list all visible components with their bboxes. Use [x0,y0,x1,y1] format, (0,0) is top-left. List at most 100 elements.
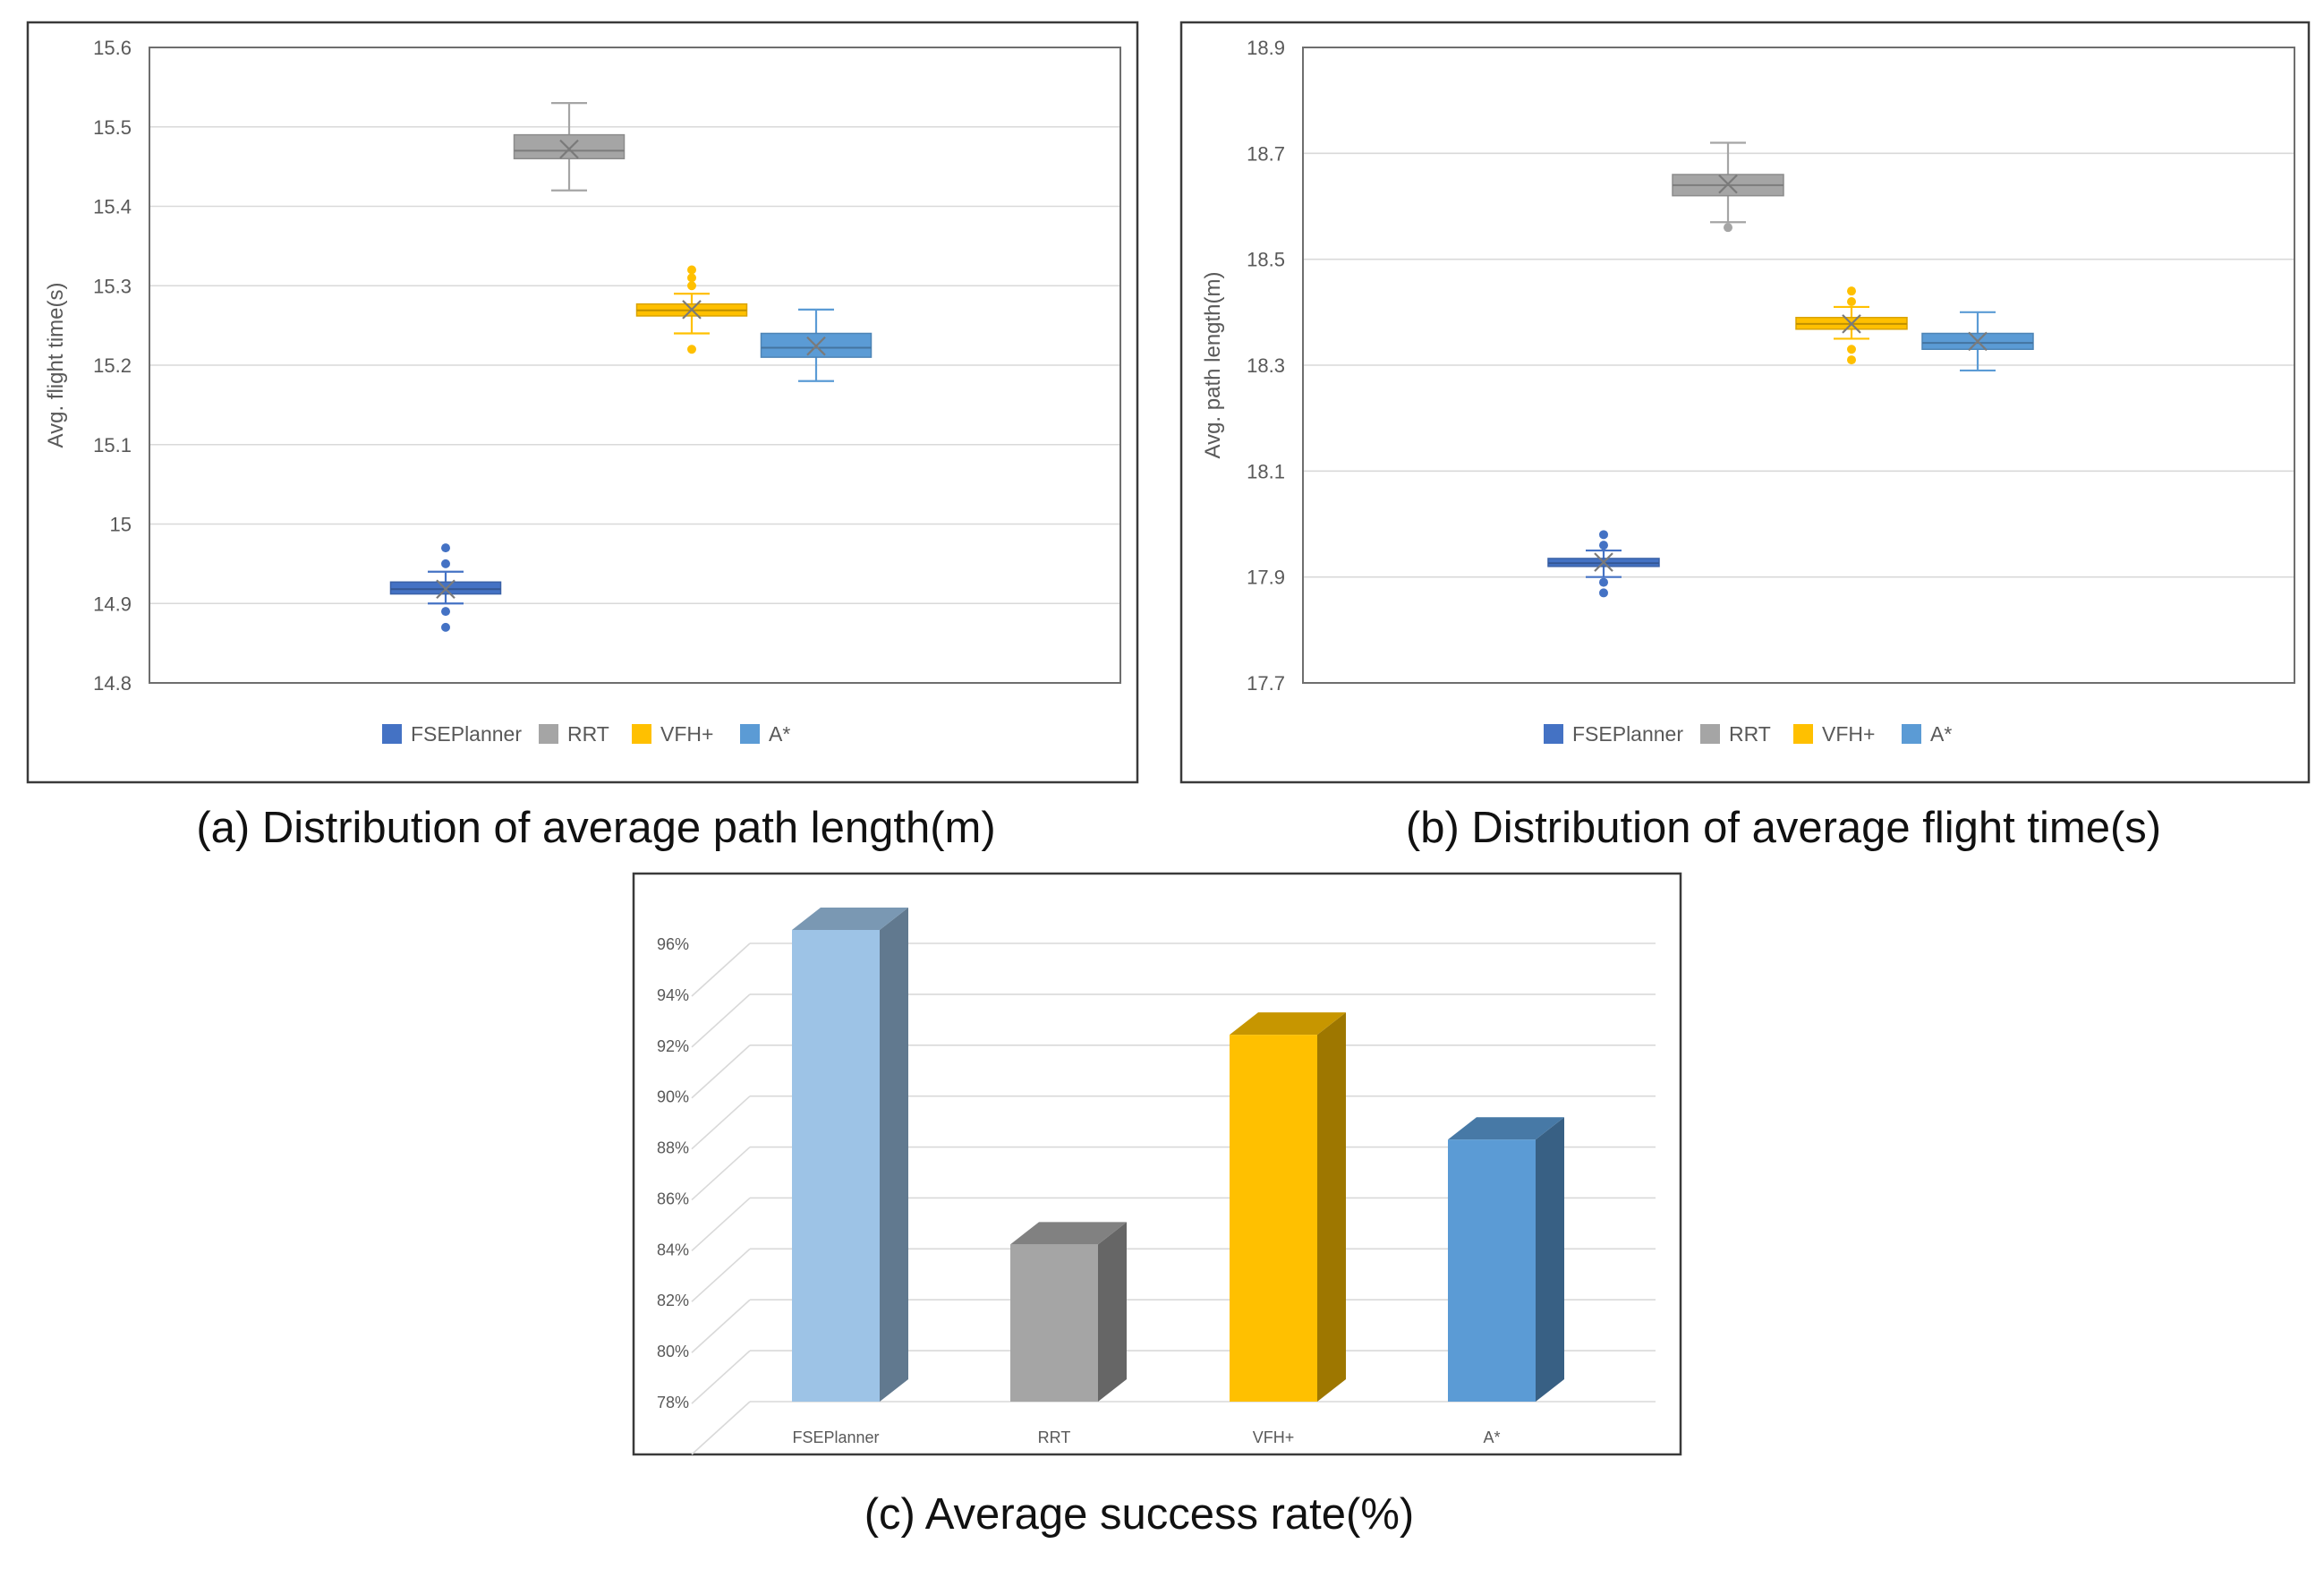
legend-swatch [1544,724,1563,744]
gridline-depth [691,1197,751,1252]
gridline-depth [691,1401,751,1455]
category-label: FSEPlanner [792,1428,879,1446]
bar-a [1448,1117,1564,1402]
bar-front-face [1448,1139,1536,1402]
y-tick-label: 82% [657,1292,689,1309]
outlier-point [1599,541,1608,550]
legend-label: A* [1930,722,1952,746]
mean-marker [682,300,702,320]
y-tick-label: 90% [657,1088,689,1106]
legend-label: FSEPlanner [411,722,522,746]
box-vfh [1795,286,1908,365]
box-a [1921,311,2034,372]
y-tick-label: 15.1 [93,434,132,456]
legend-swatch [1700,724,1720,744]
bar-top-face [1010,1222,1127,1245]
legend-swatch [632,724,651,744]
outlier-point [1599,530,1608,540]
legend-swatch [1793,724,1813,744]
mean-marker [1718,174,1738,194]
outlier-point [1847,355,1856,365]
chart-a-caption: (a) Distribution of average path length(… [196,804,995,852]
y-tick-label: 80% [657,1343,689,1360]
legend-label: FSEPlanner [1572,722,1683,746]
chart-a-legend: FSEPlanner RRT VFH+ A* [382,722,790,746]
bar-side-face [880,908,908,1402]
gridline-depth [691,1045,751,1099]
bar-front-face [1010,1244,1098,1402]
legend-swatch [539,724,558,744]
y-tick-label: 94% [657,986,689,1004]
outlier-point [1847,286,1856,296]
chart-c-y-ticks: 78% 80% 82% 84% 86% 88% 90% 92% 94% 96% [657,935,689,1411]
legend-label: RRT [567,722,609,746]
chart-b-caption: (b) Distribution of average flight time(… [1406,804,2161,852]
y-tick-label: 14.8 [93,672,132,695]
legend-label: RRT [1729,722,1771,746]
legend-swatch [740,724,760,744]
outlier-point [687,265,696,275]
outlier-point [441,559,450,568]
outlier-point [1847,297,1856,306]
category-label: A* [1483,1428,1500,1446]
chart-c-bars [792,908,1564,1402]
legend-label: A* [769,722,790,746]
chart-a-y-axis-title: Avg. flight time(s) [44,283,68,448]
gridline-depth [691,1299,751,1353]
outlier-point [441,607,450,617]
y-tick-label: 15.2 [93,354,132,377]
y-tick-label: 18.5 [1247,249,1285,271]
outlier-point [1847,345,1856,354]
bar-top-face [1230,1012,1346,1036]
y-tick-label: 14.9 [93,593,132,615]
box-vfh [635,265,748,354]
y-tick-label: 88% [657,1139,689,1157]
mean-marker [1594,552,1613,572]
box-fseplanner [389,543,502,632]
y-tick-label: 15.6 [93,37,132,59]
y-tick-label: 18.7 [1247,142,1285,165]
chart-c-caption: (c) Average success rate(%) [864,1490,1415,1539]
outlier-point [441,543,450,553]
legend-swatch [1902,724,1921,744]
mean-marker [559,139,579,159]
chart-b-legend: FSEPlanner RRT VFH+ A* [1544,722,1952,746]
box-fseplanner [1547,530,1660,598]
gridline-depth [691,942,751,997]
gridline-depth [691,993,751,1048]
y-tick-label: 96% [657,935,689,953]
mean-marker [1842,314,1861,334]
chart-b-frame [1179,21,2311,784]
bar-top-face [1448,1117,1564,1140]
legend-label: VFH+ [660,722,713,746]
legend-swatch [382,724,402,744]
chart-c-category-labels: FSEPlanner RRT VFH+ A* [792,1428,1500,1446]
bar-top-face [792,908,908,930]
outlier-point [687,345,696,354]
bar-front-face [1230,1035,1317,1402]
bar-side-face [1098,1222,1127,1402]
chart-a-y-ticks: 14.8 14.9 15 15.1 15.2 15.3 15.4 15.5 15.6 [93,37,132,695]
bar-fseplanner [792,908,908,1402]
legend-label: VFH+ [1822,722,1875,746]
gridline-depth [691,1350,751,1404]
y-tick-label: 15.4 [93,196,132,218]
y-tick-label: 18.9 [1247,37,1285,59]
category-label: VFH+ [1253,1428,1295,1446]
y-tick-label: 15.5 [93,116,132,139]
y-tick-label: 15.3 [93,275,132,297]
chart-b-panel: 17.7 17.9 18.1 18.3 18.5 18.7 18.9 Avg. path l… [1179,21,2311,852]
y-tick-label: 17.9 [1247,567,1285,589]
gridline-depth [691,1096,751,1150]
mean-marker [806,336,826,356]
chart-b-plot-area [1302,47,2295,684]
outlier-point [1599,577,1608,587]
gridline-depth [691,1248,751,1302]
y-tick-label: 17.7 [1247,672,1285,695]
chart-b-y-ticks: 17.7 17.9 18.1 18.3 18.5 18.7 18.9 [1247,37,1285,695]
y-tick-label: 18.1 [1247,460,1285,482]
chart-a-boxes [389,102,873,632]
bar-rrt [1010,1222,1127,1402]
outlier-point [1724,223,1732,233]
y-tick-label: 92% [657,1037,689,1055]
